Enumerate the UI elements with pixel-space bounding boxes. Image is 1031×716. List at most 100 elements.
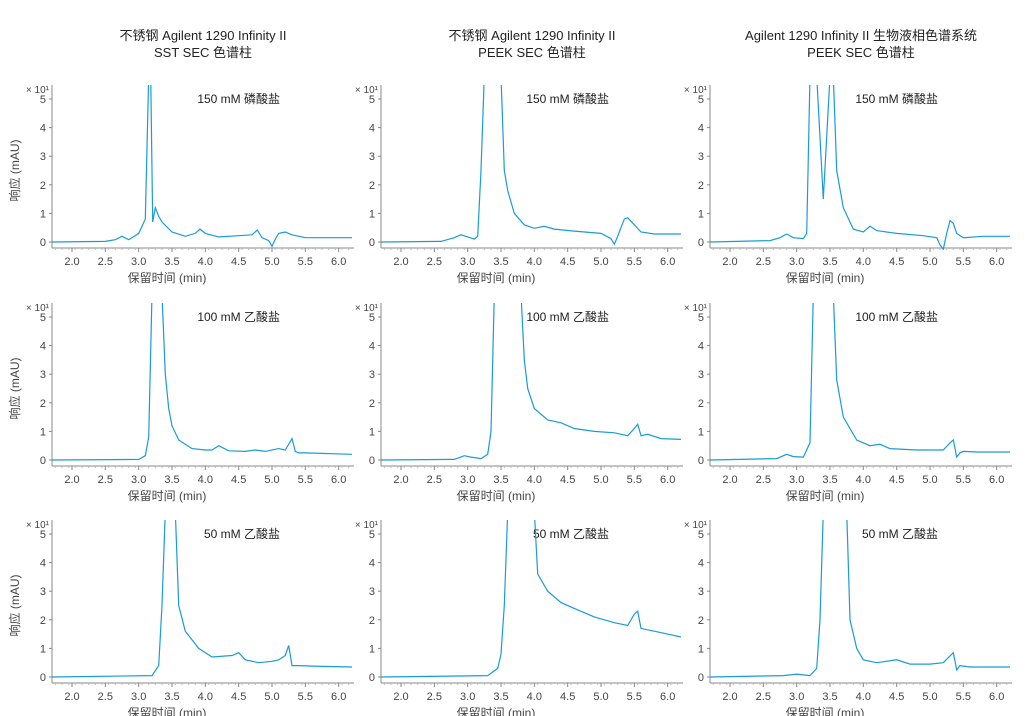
x-tick-label: 4.5: [889, 691, 904, 703]
y-tick-label: 5: [369, 529, 375, 541]
x-tick-label: 4.0: [198, 474, 213, 486]
x-axis-label: 保留时间 (min): [128, 489, 207, 503]
x-tick-label: 4.0: [856, 474, 871, 486]
chromatogram-trace: [52, 520, 352, 678]
panel-annotation: 150 mM 磷酸盐: [855, 91, 938, 106]
x-axis-label: 保留时间 (min): [786, 489, 865, 503]
y-tick-label: 3: [40, 586, 46, 598]
y-tick-label: 5: [40, 94, 46, 106]
y-tick-label: 3: [369, 586, 375, 598]
y-tick-label: 3: [40, 151, 46, 163]
x-tick-label: 4.5: [889, 256, 904, 268]
chromatogram-trace: [710, 520, 1010, 678]
y-multiplier-label: × 10¹: [355, 85, 379, 96]
x-tick-label: 4.5: [231, 256, 246, 268]
y-axis-label: 响应 (mAU): [7, 575, 22, 637]
y-tick-label: 0: [40, 455, 46, 467]
column-title-3: Agilent 1290 Infinity II 生物液相色谱系统 PEEK S…: [701, 27, 1021, 61]
y-tick-label: 2: [40, 398, 46, 410]
column-title-2-line1: 不锈钢 Agilent 1290 Infinity II: [448, 28, 616, 43]
x-tick-label: 3.5: [822, 691, 837, 703]
y-axis-label: 响应 (mAU): [7, 358, 22, 420]
y-tick-label: 3: [698, 369, 704, 381]
x-tick-label: 6.0: [331, 691, 346, 703]
chart-panel-r1c2: 0 1 2 3 4 5 2.0 2.5 3.0 3.5 4.0 4.5 5.0 5.5 6.0 × 10¹ 10…: [684, 303, 1012, 503]
x-tick-label: 6.0: [989, 474, 1004, 486]
x-tick-label: 3.5: [822, 474, 837, 486]
x-tick-label: 4.0: [527, 256, 542, 268]
y-tick-label: 0: [40, 672, 46, 684]
x-axis-label: 保留时间 (min): [457, 271, 536, 285]
x-tick-label: 3.0: [460, 691, 475, 703]
y-tick-label: 5: [40, 312, 46, 324]
y-tick-label: 0: [698, 455, 704, 467]
y-tick-label: 0: [369, 672, 375, 684]
x-tick-label: 3.0: [789, 691, 804, 703]
panel-annotation: 100 mM 乙酸盐: [526, 309, 609, 324]
x-tick-label: 5.5: [956, 256, 971, 268]
y-tick-label: 4: [698, 341, 704, 353]
x-tick-label: 4.5: [560, 691, 575, 703]
panel-annotation: 50 mM 乙酸盐: [204, 526, 280, 541]
y-tick-label: 5: [369, 94, 375, 106]
y-multiplier-label: × 10¹: [355, 303, 379, 314]
y-tick-label: 1: [40, 426, 46, 438]
x-tick-label: 2.5: [427, 256, 442, 268]
x-tick-label: 2.5: [756, 691, 771, 703]
x-tick-label: 2.0: [722, 691, 737, 703]
x-tick-label: 5.0: [593, 256, 608, 268]
y-tick-label: 3: [698, 586, 704, 598]
y-tick-label: 0: [698, 672, 704, 684]
y-axis-label: 响应 (mAU): [7, 140, 22, 202]
x-tick-label: 4.0: [527, 474, 542, 486]
y-tick-label: 5: [698, 312, 704, 324]
x-tick-label: 4.0: [198, 256, 213, 268]
y-tick-label: 1: [40, 208, 46, 220]
y-multiplier-label: × 10¹: [26, 520, 50, 531]
panel-annotation: 50 mM 乙酸盐: [533, 526, 609, 541]
x-tick-label: 3.5: [493, 691, 508, 703]
x-tick-label: 2.0: [722, 474, 737, 486]
x-tick-label: 5.0: [264, 474, 279, 486]
x-axis-label: 保留时间 (min): [128, 271, 207, 285]
chromatogram-trace: [710, 85, 1010, 250]
panel-annotation: 100 mM 乙酸盐: [855, 309, 938, 324]
y-tick-label: 4: [40, 558, 46, 570]
chart-panel-r2c0: 0 1 2 3 4 5 2.0 2.5 3.0 3.5 4.0 4.5 5.0 5.5 6.0 × 10¹ 50…: [7, 520, 354, 716]
y-tick-label: 1: [698, 643, 704, 655]
panel-annotation: 150 mM 磷酸盐: [526, 91, 609, 106]
x-tick-label: 2.0: [393, 256, 408, 268]
x-axis-label: 保留时间 (min): [128, 706, 207, 716]
chart-panel-r0c2: 0 1 2 3 4 5 2.0 2.5 3.0 3.5 4.0 4.5 5.0 5.5 6.0 × 10¹ 15…: [684, 85, 1012, 285]
y-tick-label: 3: [698, 151, 704, 163]
x-tick-label: 5.5: [627, 691, 642, 703]
y-tick-label: 5: [698, 529, 704, 541]
x-tick-label: 3.0: [460, 474, 475, 486]
x-tick-label: 4.0: [856, 691, 871, 703]
y-tick-label: 3: [369, 151, 375, 163]
y-tick-label: 5: [698, 94, 704, 106]
chromatogram-trace: [52, 85, 352, 248]
column-title-2-line2: PEEK SEC 色谱柱: [478, 45, 586, 60]
x-tick-label: 3.5: [164, 474, 179, 486]
x-tick-label: 2.5: [756, 256, 771, 268]
x-tick-label: 2.5: [427, 691, 442, 703]
column-title-2: 不锈钢 Agilent 1290 Infinity II PEEK SEC 色谱…: [372, 27, 692, 61]
y-tick-label: 4: [369, 558, 375, 570]
x-tick-label: 2.5: [756, 474, 771, 486]
y-multiplier-label: × 10¹: [26, 303, 50, 314]
y-tick-label: 2: [40, 615, 46, 627]
x-tick-label: 2.0: [393, 474, 408, 486]
chromatogram-trace: [381, 85, 681, 246]
x-tick-label: 3.0: [131, 691, 146, 703]
y-tick-label: 4: [40, 341, 46, 353]
x-tick-label: 5.0: [593, 691, 608, 703]
y-tick-label: 5: [369, 312, 375, 324]
x-tick-label: 2.5: [98, 691, 113, 703]
x-tick-label: 3.0: [131, 474, 146, 486]
y-tick-label: 4: [369, 123, 375, 135]
y-tick-label: 0: [369, 237, 375, 249]
chart-panel-r0c0: 0 1 2 3 4 5 2.0 2.5 3.0 3.5 4.0 4.5 5.0 5.5 6.0 × 10¹ 15…: [7, 85, 354, 285]
x-tick-label: 6.0: [989, 256, 1004, 268]
